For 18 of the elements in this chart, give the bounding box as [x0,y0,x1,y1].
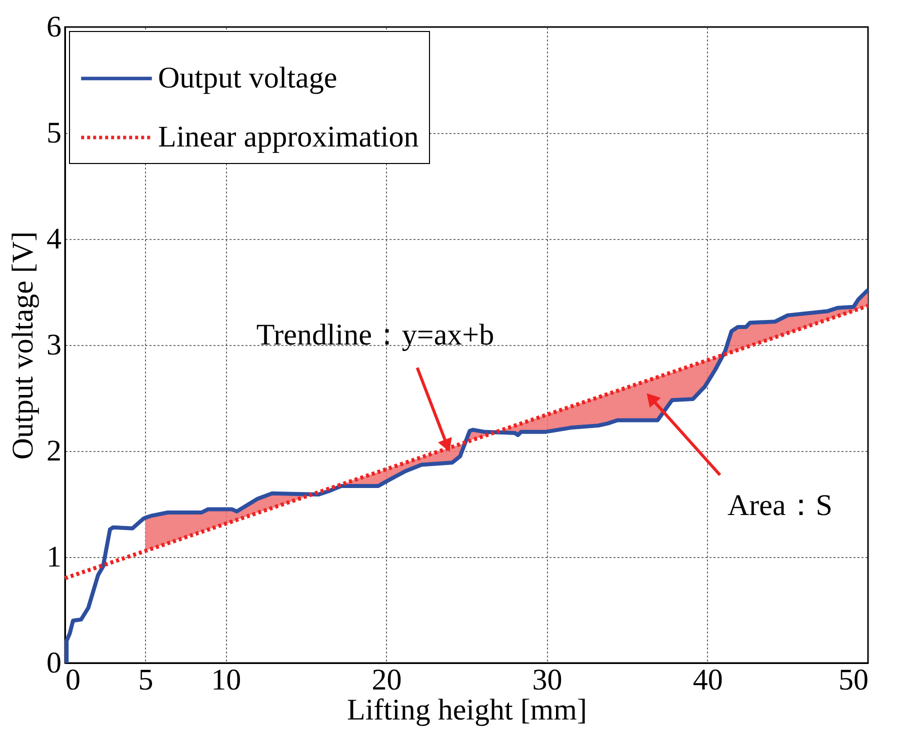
y-tick-label: 1 [46,540,62,574]
y-tick-label: 3 [46,328,62,362]
x-tick-label: 40 [692,664,723,696]
x-tick-label: 10 [211,664,242,696]
y-tick-label: 2 [46,434,62,468]
x-tick-label: 30 [532,664,562,696]
legend-label: Output voltage [158,62,338,94]
y-tick-label: 5 [46,116,62,150]
y-tick-label: 6 [46,10,62,44]
y-tick-label: 4 [46,222,62,256]
annotation: Trendline：y=ax+b [256,318,494,352]
y-axis-title: Output voltage [V] [6,231,40,460]
x-axis-title: Lifting height [mm] [347,694,587,726]
x-tick-label: 20 [372,664,402,696]
x-tick-label: 50 [838,664,868,696]
annotation: Area：S [728,489,832,522]
x-tick-label: 5 [138,664,154,696]
legend-label: Linear approximation [158,120,419,154]
